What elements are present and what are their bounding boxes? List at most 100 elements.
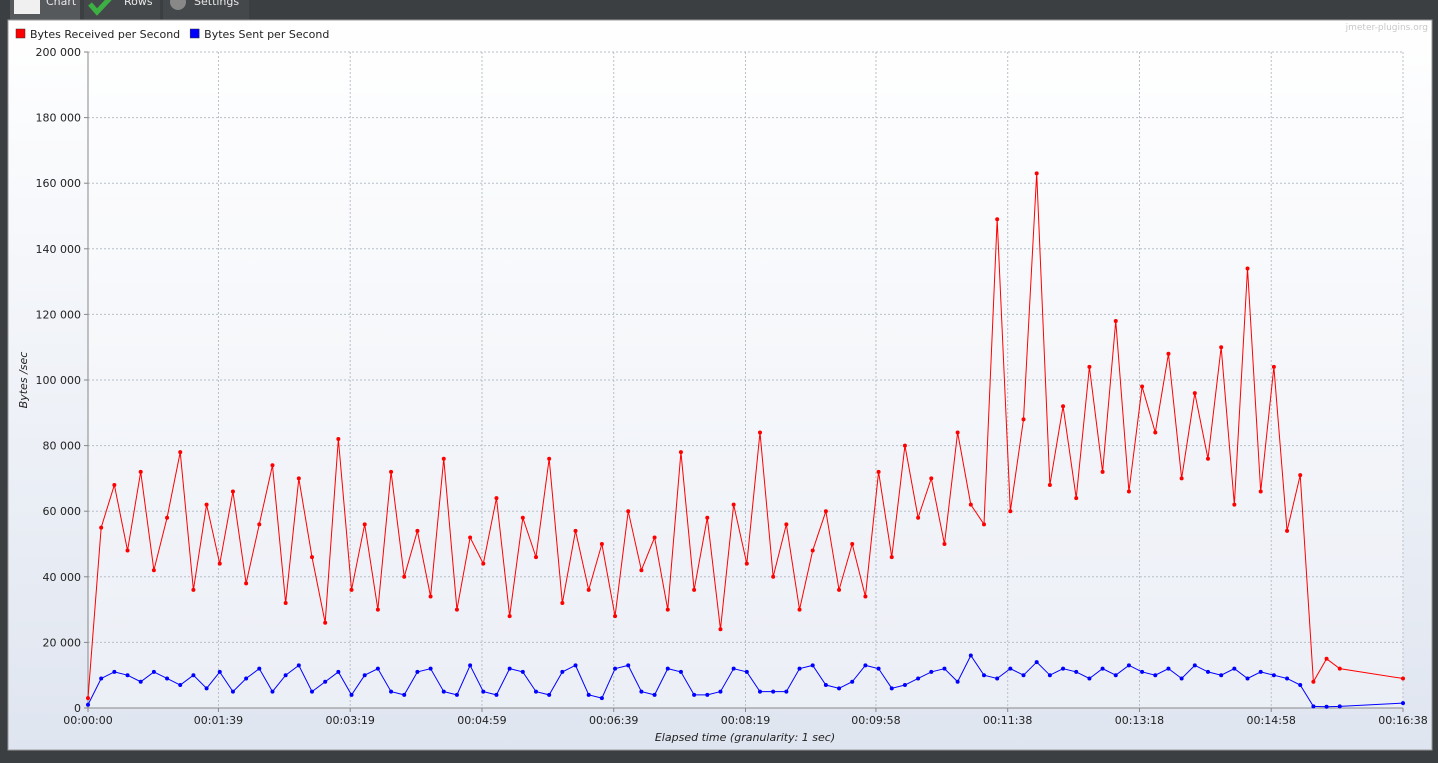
data-point — [837, 587, 842, 592]
data-point — [1271, 673, 1276, 678]
watermark: jmeter-plugins.org — [1345, 23, 1428, 33]
data-point — [586, 587, 591, 592]
tab-label[interactable]: Settings — [194, 0, 239, 8]
data-point — [336, 437, 341, 442]
data-point — [665, 607, 670, 612]
data-point — [1245, 676, 1250, 681]
data-point — [968, 502, 973, 507]
data-point — [731, 502, 736, 507]
data-point — [850, 542, 855, 546]
data-point — [309, 689, 314, 694]
data-point — [1311, 679, 1316, 684]
data-point — [1166, 666, 1171, 671]
legend-label: Bytes Sent per Second — [204, 28, 329, 41]
data-point — [217, 669, 222, 674]
data-point — [507, 614, 512, 619]
data-point — [283, 601, 288, 606]
data-point — [520, 515, 525, 520]
data-point — [797, 666, 802, 671]
data-point — [942, 542, 947, 546]
y-tick-label: 40 000 — [43, 571, 82, 584]
data-point — [916, 676, 921, 681]
data-point — [1324, 704, 1329, 709]
data-point — [389, 689, 394, 694]
data-point — [902, 443, 907, 448]
data-point — [692, 587, 697, 592]
data-point — [1034, 660, 1039, 665]
data-point — [652, 535, 657, 540]
data-point — [230, 489, 235, 494]
data-point — [626, 663, 631, 668]
data-point — [1166, 351, 1171, 356]
data-point — [1074, 496, 1079, 501]
data-point — [916, 515, 921, 520]
data-point — [323, 620, 328, 625]
data-point — [1126, 663, 1131, 668]
data-point — [929, 476, 934, 481]
data-point — [573, 663, 578, 668]
data-point — [533, 555, 538, 560]
data-point — [296, 476, 301, 481]
data-point — [217, 561, 222, 566]
data-point — [533, 689, 538, 694]
data-point — [1113, 673, 1118, 678]
data-point — [968, 653, 973, 658]
data-point — [850, 679, 855, 684]
chart-icon — [14, 0, 40, 14]
data-point — [995, 676, 1000, 681]
data-point — [547, 692, 552, 697]
data-point — [362, 673, 367, 678]
data-point — [1401, 676, 1405, 681]
data-point — [1008, 509, 1013, 514]
data-point — [283, 673, 288, 678]
data-point — [1153, 430, 1158, 435]
data-point — [599, 696, 604, 701]
legend-swatch — [15, 28, 26, 39]
data-point — [757, 430, 762, 435]
data-point — [86, 696, 90, 701]
data-point — [1140, 384, 1145, 389]
data-point — [138, 469, 143, 474]
data-point — [705, 515, 710, 520]
data-point — [1298, 683, 1303, 688]
y-tick-label: 200 000 — [36, 46, 82, 59]
data-point — [1232, 502, 1237, 507]
data-point — [415, 669, 420, 674]
data-point — [1126, 489, 1131, 494]
data-point — [771, 574, 776, 579]
data-point — [863, 663, 868, 668]
y-tick-label: 60 000 — [43, 505, 82, 518]
tab-label[interactable]: Chart — [46, 0, 77, 8]
data-point — [191, 587, 196, 592]
x-tick-label: 00:11:38 — [983, 714, 1032, 727]
data-point — [454, 692, 459, 697]
data-point — [1074, 669, 1079, 674]
data-point — [981, 522, 986, 527]
data-point — [1100, 469, 1105, 474]
data-point — [454, 607, 459, 612]
data-point — [929, 669, 934, 674]
data-point — [1047, 673, 1052, 678]
tab-label[interactable]: Rows — [124, 0, 153, 8]
data-point — [1337, 704, 1342, 709]
data-point — [652, 692, 657, 697]
x-axis-label: Elapsed time (granularity: 1 sec) — [655, 731, 835, 744]
data-point — [955, 679, 960, 684]
tab-bar — [0, 0, 1438, 20]
data-point — [771, 689, 776, 694]
data-point — [547, 456, 552, 461]
data-point — [138, 679, 143, 684]
x-tick-label: 00:13:18 — [1115, 714, 1164, 727]
data-point — [1179, 676, 1184, 681]
y-tick-label: 0 — [74, 702, 81, 715]
data-point — [639, 689, 644, 694]
data-point — [415, 528, 420, 533]
data-point — [270, 689, 275, 694]
x-tick-label: 00:01:39 — [194, 714, 243, 727]
data-point — [349, 692, 354, 697]
data-point — [718, 627, 723, 632]
y-tick-label: 20 000 — [43, 636, 82, 649]
data-point — [428, 594, 433, 599]
